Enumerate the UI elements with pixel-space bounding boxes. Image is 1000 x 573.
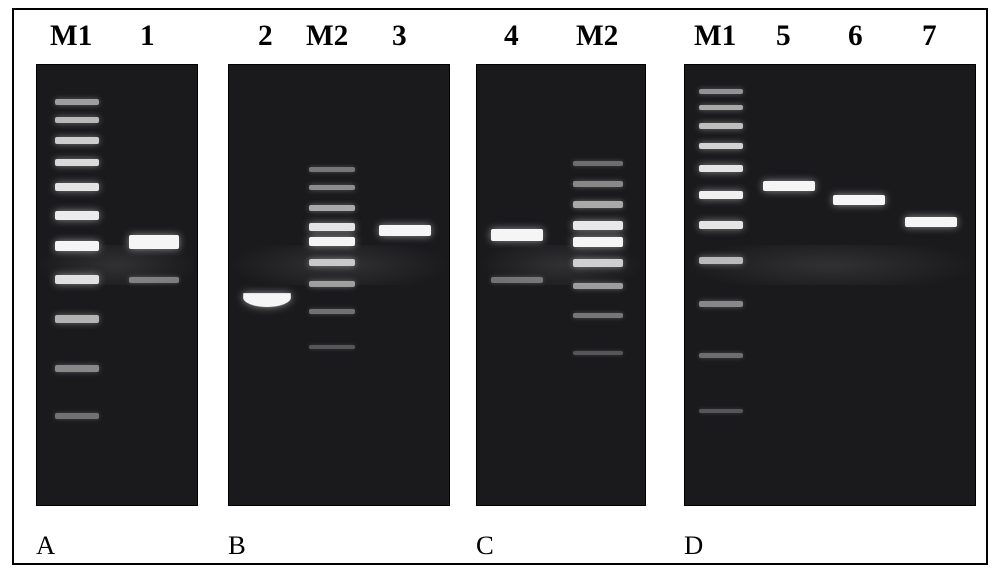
ladder-band	[55, 183, 99, 191]
gel-panel-C	[476, 64, 646, 506]
ladder-band	[573, 221, 623, 230]
lane-label: 1	[140, 20, 155, 53]
ladder-band	[309, 205, 355, 211]
lane-label: M2	[306, 20, 348, 53]
ladder-band	[309, 259, 355, 266]
gel-panel-B	[228, 64, 450, 506]
ladder-band	[309, 167, 355, 172]
panel-subcaption: A	[36, 530, 55, 561]
lane-label: M1	[50, 20, 92, 53]
ladder-band	[699, 257, 743, 264]
ladder-band	[699, 165, 743, 172]
ladder-band	[309, 185, 355, 190]
ladder-band	[55, 137, 99, 144]
sample-band	[833, 195, 885, 205]
ladder-band	[573, 351, 623, 355]
gel-panel-D	[684, 64, 976, 506]
gel-figure: M1 1 A 2 M2 3 B 4 M2 C M1 5 6 7 D	[0, 0, 1000, 573]
ladder-band	[699, 353, 743, 358]
ladder-band	[573, 313, 623, 318]
panel-D: M1 5 6 7	[684, 20, 974, 510]
ladder-band	[309, 345, 355, 349]
ladder-band	[699, 105, 743, 110]
lane-label: M1	[694, 20, 736, 53]
ladder-band	[55, 99, 99, 105]
panel-subcaption: B	[228, 530, 246, 561]
ladder-band	[55, 211, 99, 220]
ladder-band	[309, 237, 355, 246]
ladder-band	[573, 181, 623, 187]
ladder-band	[55, 365, 99, 372]
gel-panel-A	[36, 64, 198, 506]
panel-subcaption: C	[476, 530, 494, 561]
ladder-band	[699, 123, 743, 129]
lane-label: 4	[504, 20, 519, 53]
ladder-band	[309, 281, 355, 287]
ladder-band	[699, 221, 743, 229]
sample-band	[491, 229, 543, 241]
sample-band	[491, 277, 543, 283]
sample-band	[129, 235, 179, 249]
ladder-band	[55, 315, 99, 323]
sample-band	[763, 181, 815, 191]
ladder-band	[573, 161, 623, 166]
ladder-band	[699, 143, 743, 149]
lane-label: 7	[922, 20, 937, 53]
panel-subcaption: D	[684, 530, 703, 561]
ladder-band	[699, 191, 743, 199]
sample-band	[379, 225, 431, 236]
ladder-band	[699, 409, 743, 413]
lane-label: 6	[848, 20, 863, 53]
ladder-band	[55, 241, 99, 251]
ladder-band	[699, 89, 743, 94]
sample-band	[129, 277, 179, 283]
panel-A: M1 1	[36, 20, 196, 510]
lane-label: 2	[258, 20, 273, 53]
ladder-band	[309, 309, 355, 314]
lane-label: M2	[576, 20, 618, 53]
ladder-band	[55, 275, 99, 284]
lane-label: 5	[776, 20, 791, 53]
ladder-band	[699, 301, 743, 307]
ladder-band	[309, 223, 355, 231]
ladder-band	[573, 283, 623, 289]
panel-C: 4 M2	[476, 20, 644, 510]
ladder-band	[55, 413, 99, 419]
ladder-band	[573, 201, 623, 208]
ladder-band	[573, 237, 623, 247]
sample-band	[243, 293, 292, 307]
ladder-band	[55, 159, 99, 166]
sample-band	[905, 217, 957, 227]
panel-B: 2 M2 3	[228, 20, 448, 510]
ladder-band	[55, 117, 99, 123]
ladder-band	[573, 259, 623, 267]
lane-label: 3	[392, 20, 407, 53]
